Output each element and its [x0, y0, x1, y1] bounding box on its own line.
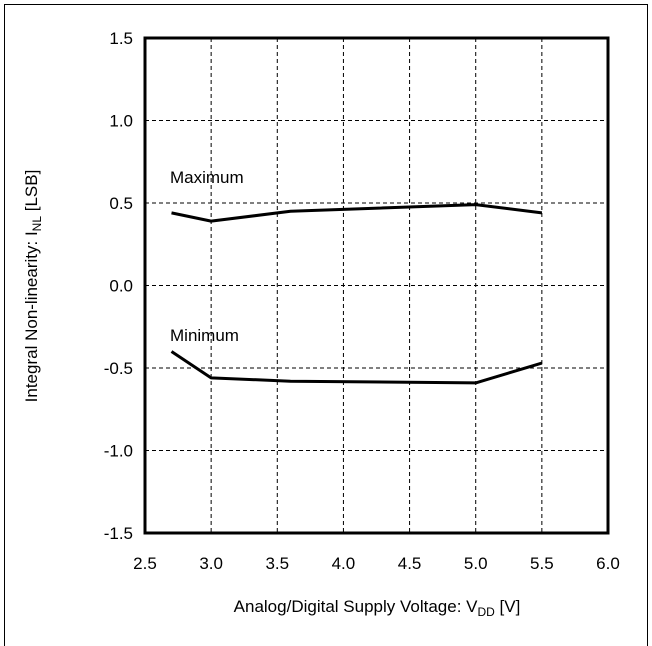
- plot-area-border: [143, 36, 610, 535]
- y-tick-label: -1.5: [104, 524, 133, 543]
- x-tick-label: 5.0: [464, 554, 488, 573]
- x-axis-title-main: Analog/Digital Supply Voltage: V: [234, 597, 478, 616]
- y-tick-label: -0.5: [104, 359, 133, 378]
- x-tick-label: 5.5: [530, 554, 554, 573]
- series-line-maximum: [171, 203, 543, 223]
- x-tick-label: 3.0: [199, 554, 223, 573]
- y-tick-label: 0.0: [109, 277, 133, 296]
- x-tick-label: 2.5: [133, 554, 157, 573]
- y-tick-label: -1.0: [104, 442, 133, 461]
- y-axis-title-main: Integral Non-linearity: I: [22, 231, 41, 402]
- x-axis-title: Analog/Digital Supply Voltage: VDD [V]: [234, 597, 521, 619]
- y-tick-label: 0.5: [109, 194, 133, 213]
- x-tick-labels: 2.5 3.0 3.5 4.0 4.5 5.0 5.5 6.0: [133, 554, 620, 573]
- y-axis-title-subscript: NL: [30, 216, 44, 232]
- x-tick-label: 6.0: [596, 554, 620, 573]
- x-tick-label: 3.5: [265, 554, 289, 573]
- y-tick-label: 1.5: [109, 29, 133, 48]
- chart-frame: [4, 4, 648, 646]
- y-axis-title-unit: [LSB]: [22, 170, 41, 216]
- x-axis-title-subscript: DD: [477, 605, 495, 619]
- x-tick-label: 4.0: [332, 554, 356, 573]
- series-line-minimum: [170, 350, 543, 385]
- y-axis-title: Integral Non-linearity: INL [LSB]: [22, 170, 44, 403]
- x-tick-label: 4.5: [398, 554, 422, 573]
- y-tick-label: 1.0: [109, 112, 133, 131]
- series-label-maximum: Maximum: [170, 168, 244, 187]
- series-lines: [170, 203, 543, 385]
- x-axis-title-unit: [V]: [495, 597, 521, 616]
- y-tick-labels: 1.5 1.0 0.5 0.0 -0.5 -1.0 -1.5: [104, 29, 133, 543]
- series-label-minimum: Minimum: [170, 326, 239, 345]
- grid-lines: [145, 38, 608, 533]
